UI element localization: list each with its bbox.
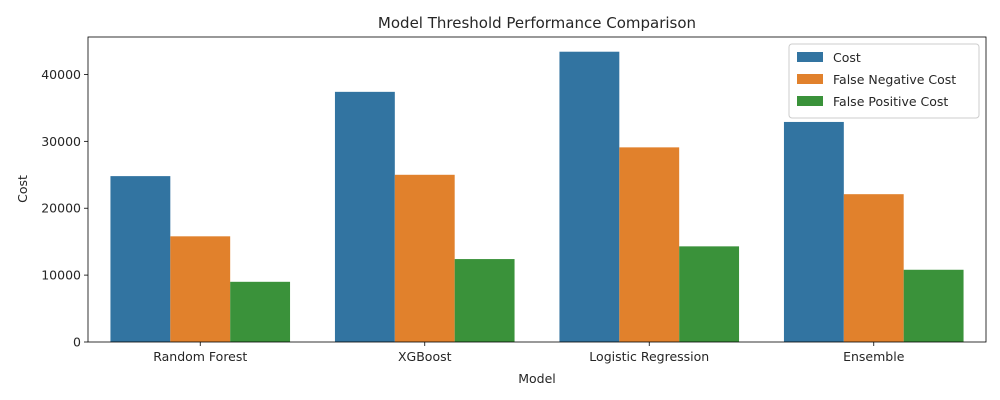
bar-logistic-regression-false-negative-cost	[619, 147, 680, 342]
y-tick-label: 40000	[41, 67, 81, 82]
x-tick-label: Logistic Regression	[589, 349, 709, 364]
legend-label-false-negative-cost: False Negative Cost	[833, 72, 956, 87]
bar-ensemble-false-positive-cost	[903, 269, 964, 342]
bar-ensemble-false-negative-cost	[843, 194, 904, 342]
y-tick-label: 10000	[41, 268, 81, 283]
bars	[110, 51, 964, 343]
bar-ensemble-cost	[783, 121, 844, 342]
y-tick-label: 30000	[41, 134, 81, 149]
plot-frame	[87, 36, 987, 343]
x-tick-label: Ensemble	[843, 349, 905, 364]
x-tick-label: XGBoost	[398, 349, 452, 364]
bar-xgboost-cost	[334, 91, 395, 342]
y-tick-label: 0	[73, 335, 81, 350]
legend: Cost False Negative Cost False Positive Co…	[788, 43, 980, 119]
x-axis-label: Model	[518, 371, 556, 386]
chart-title: Model Threshold Performance Comparison	[378, 14, 696, 32]
axes: 0 10000 20000 30000 40000 Random Forest XGBoos…	[41, 36, 987, 364]
y-tick-label: 20000	[41, 201, 81, 216]
bar-random-forest-false-positive-cost	[230, 281, 291, 342]
legend-swatch-false-positive-cost	[797, 96, 823, 106]
legend-box	[788, 43, 980, 119]
bar-random-forest-cost	[110, 176, 171, 342]
bar-random-forest-false-negative-cost	[170, 236, 231, 342]
legend-swatch-false-negative-cost	[797, 74, 823, 84]
y-axis-label: Cost	[15, 175, 30, 203]
legend-label-false-positive-cost: False Positive Cost	[833, 94, 948, 109]
x-tick-label: Random Forest	[153, 349, 247, 364]
legend-label-cost: Cost	[833, 50, 861, 65]
bar-logistic-regression-cost	[559, 51, 620, 343]
legend-swatch-cost	[797, 52, 823, 62]
bar-logistic-regression-false-positive-cost	[679, 246, 740, 342]
bar-xgboost-false-negative-cost	[394, 174, 455, 342]
bar-xgboost-false-positive-cost	[454, 259, 515, 342]
